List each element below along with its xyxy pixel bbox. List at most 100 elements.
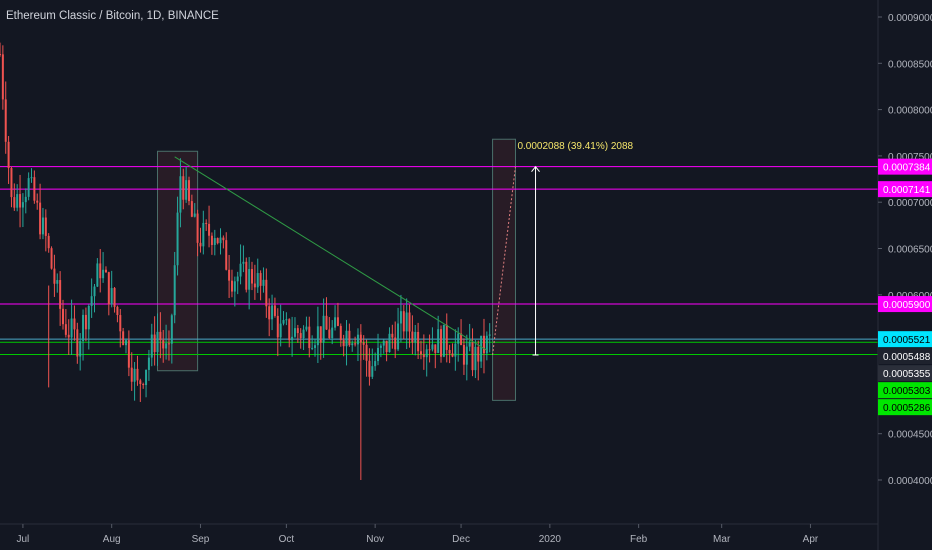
candle-body — [202, 222, 205, 247]
candle-body — [460, 333, 463, 345]
time-tick-label: Jul — [17, 534, 30, 545]
candle-body — [362, 342, 365, 345]
candle-body — [345, 330, 348, 347]
candle-body — [399, 311, 402, 324]
candle-body — [471, 342, 474, 371]
highlight-boxes — [157, 138, 516, 401]
time-tick-label: Nov — [366, 534, 384, 545]
candle-body — [316, 326, 319, 346]
candle-body — [296, 328, 299, 334]
candle-body — [440, 329, 443, 357]
candle-body — [448, 349, 451, 354]
candle-body — [67, 334, 70, 338]
candle-body — [136, 368, 139, 381]
candle-body — [474, 346, 477, 371]
candle-body — [39, 202, 42, 235]
candle-body — [368, 360, 371, 377]
candle-body — [7, 141, 10, 169]
candle-body — [382, 340, 385, 346]
candle-body — [219, 237, 222, 244]
candle-body — [188, 180, 191, 202]
candle-body — [21, 202, 24, 208]
candle-body — [145, 369, 148, 386]
candle-body — [437, 329, 440, 353]
candle-body — [130, 367, 133, 382]
candle-body — [285, 319, 288, 321]
candle-body — [127, 340, 130, 368]
candle-body — [377, 347, 380, 362]
candle-body — [417, 332, 420, 352]
candle-body — [394, 337, 397, 350]
candle-body — [259, 273, 262, 286]
candle-body — [451, 353, 454, 357]
candle-body — [107, 272, 110, 305]
level-label: 0.0005303 — [883, 386, 931, 397]
candle-body — [314, 345, 317, 348]
candle-body — [305, 326, 308, 330]
candle-body — [87, 305, 90, 330]
candle-body — [73, 318, 76, 330]
time-tick-label: Oct — [279, 534, 295, 545]
time-tick-label: 2020 — [539, 534, 562, 545]
candle-body — [331, 327, 334, 339]
candle-body — [268, 306, 271, 320]
candle-body — [93, 286, 96, 297]
candle-body — [354, 343, 357, 345]
price-tick-label: 0.0008500 — [888, 59, 932, 70]
candle-body — [482, 335, 485, 354]
candle-body — [348, 330, 351, 346]
candle-body — [282, 320, 285, 324]
candle-body — [256, 273, 259, 288]
time-tick-label: Apr — [803, 534, 819, 545]
candle-body — [419, 351, 422, 355]
candle-body — [425, 349, 428, 358]
candle-body — [102, 269, 105, 279]
candle-body — [90, 296, 93, 306]
chart-title: Ethereum Classic / Bitcoin, 1D, BINANCE — [6, 10, 219, 22]
level-label-box — [878, 348, 932, 365]
level-label: 0.0005286 — [883, 403, 931, 414]
candle-body — [16, 194, 19, 208]
candle-body — [445, 324, 448, 350]
candle-body — [162, 340, 165, 349]
candle-body — [84, 314, 87, 330]
candle-body — [388, 333, 391, 353]
level-label: 0.0007141 — [883, 185, 931, 196]
candle-body — [62, 308, 65, 325]
candle-body — [251, 269, 254, 284]
time-tick-label: Sep — [192, 534, 210, 545]
candle-body — [79, 341, 82, 357]
time-axis[interactable]: Jul Aug Sep Oct Nov Dec 2020 Feb Mar Apr — [17, 524, 819, 545]
candle-body — [302, 329, 305, 339]
candle-body — [228, 269, 231, 281]
candle-body — [182, 176, 185, 200]
candle-body — [339, 325, 342, 341]
candle-body — [385, 340, 388, 353]
candle-body — [99, 263, 102, 279]
time-tick-label: Dec — [452, 534, 470, 545]
candle-body — [208, 223, 211, 236]
candle-body — [225, 240, 228, 270]
price-tick-label: 0.0009000 — [888, 13, 932, 24]
candle-body — [4, 99, 7, 142]
candle-body — [150, 334, 153, 358]
time-tick-label: Aug — [103, 534, 121, 545]
candle-body — [27, 178, 30, 197]
candle-body — [431, 344, 434, 350]
candle-body — [405, 312, 408, 332]
candle-body — [454, 343, 457, 357]
candle-body — [488, 334, 491, 336]
candle-body — [30, 177, 33, 179]
candle-body — [457, 333, 460, 344]
candle-body — [336, 317, 339, 326]
candle-body — [276, 315, 279, 338]
candle-body — [288, 319, 291, 341]
candle-body — [391, 333, 394, 338]
candle-body — [116, 306, 119, 316]
candle-body — [265, 279, 268, 307]
candle-body — [156, 331, 159, 353]
price-tick-label: 0.0008000 — [888, 106, 932, 117]
candle-body — [291, 336, 294, 341]
